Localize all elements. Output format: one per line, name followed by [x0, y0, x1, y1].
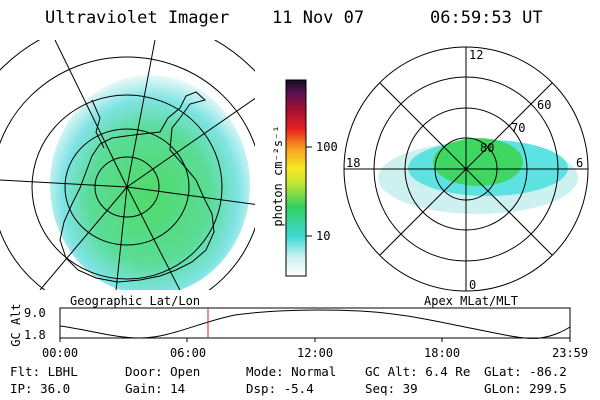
- altitude-ytick-min: 1.8: [24, 328, 46, 342]
- coastline: [59, 91, 215, 283]
- info-filter: Flt: LBHL: [10, 364, 78, 379]
- altitude-xtick-0600: 06:00: [170, 346, 207, 360]
- info-glon: GLon: 299.5: [484, 381, 567, 396]
- lat-circle-50: [0, 56, 255, 290]
- colorbar-label-10: 10: [316, 229, 331, 243]
- info-dsp: Dsp: -5.4: [246, 381, 314, 396]
- left-panel-label: Geographic Lat/Lon: [70, 294, 201, 308]
- info-seq: Seq: 39: [365, 381, 418, 396]
- altitude-plot-frame: [59, 307, 571, 339]
- geographic-map: [0, 40, 255, 290]
- altitude-curve: [59, 309, 571, 339]
- mlat-label-60: 60: [537, 98, 552, 112]
- lat-circle-60: [31, 94, 223, 280]
- info-gain: Gain: 14: [125, 381, 186, 396]
- mlt-label-12: 12: [469, 48, 484, 62]
- polar-plot: [343, 46, 589, 292]
- altitude-xtick-1200: 12:00: [297, 346, 334, 360]
- colorbar-label-100: 100: [316, 140, 338, 154]
- mlat-label-80: 80: [480, 141, 495, 155]
- right-panel-label: Apex MLat/MLT: [424, 294, 518, 308]
- header-date: 11 Nov 07: [272, 8, 365, 28]
- mlat-label-70: 70: [511, 121, 526, 135]
- colorbar: [285, 79, 307, 277]
- info-door: Door: Open: [125, 364, 201, 379]
- altitude-xtick-2359: 23:59: [552, 346, 589, 360]
- mlt-label-6: 6: [576, 156, 584, 170]
- coastline-peninsula: [91, 99, 105, 149]
- info-glat: GLat: -86.2: [484, 364, 567, 379]
- info-mode: Mode: Normal: [246, 364, 337, 379]
- altitude-xticks: [59, 338, 571, 342]
- aurora-image-left: [50, 75, 250, 290]
- altitude-ytick-max: 9.0: [24, 306, 46, 320]
- colorbar-unit-label: photon cm⁻²s⁻¹: [271, 125, 285, 227]
- altitude-xtick-0000: 00:00: [42, 346, 79, 360]
- altitude-plot: [59, 307, 571, 342]
- lat-circle-70: [64, 128, 190, 246]
- altitude-xtick-1800: 18:00: [424, 346, 461, 360]
- mlt-label-18: 18: [346, 156, 361, 170]
- lat-circle-80: [94, 156, 160, 218]
- info-ip: IP: 36.0: [10, 381, 71, 396]
- mlt-label-0: 0: [469, 278, 477, 292]
- header-time: 06:59:53 UT: [430, 8, 543, 28]
- info-gc-alt: GC Alt: 6.4 Re: [365, 364, 471, 379]
- meridians: [0, 40, 255, 290]
- page-title: Ultraviolet Imager: [45, 8, 230, 28]
- mlt-line-diag-b: [379, 82, 553, 256]
- aurora-oval-inner: [433, 138, 523, 186]
- altitude-ylabel: GC Alt: [9, 303, 23, 347]
